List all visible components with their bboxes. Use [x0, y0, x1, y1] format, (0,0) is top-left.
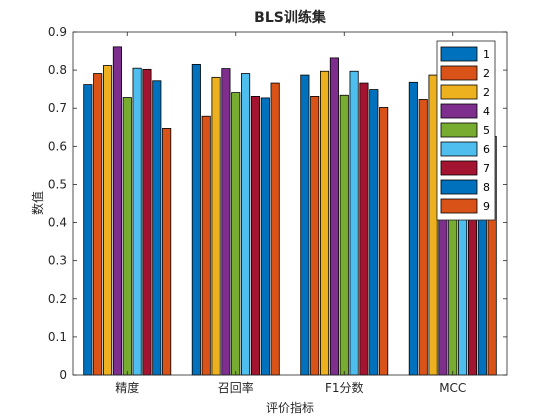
bar-series-8-1 [152, 80, 162, 376]
legend-label: 1 [483, 48, 490, 61]
bar-series-3-4 [428, 74, 438, 376]
bar-series-3-2 [211, 76, 221, 376]
legend-label: 2 [483, 67, 490, 80]
legend-swatch [440, 122, 478, 138]
bar-series-9-1 [162, 128, 172, 376]
bar-series-2-3 [310, 96, 320, 376]
legend-swatch [440, 65, 478, 81]
bar-series-7-1 [142, 68, 152, 376]
bar-series-1-4 [408, 81, 418, 376]
bar-series-5-2 [231, 92, 241, 376]
x-tick-label: 召回率 [218, 380, 254, 395]
y-tick-label: 0.6 [48, 139, 67, 153]
bar-series-4-1 [112, 46, 122, 376]
bar-series-5-1 [122, 97, 132, 376]
bar-series-6-2 [241, 73, 251, 376]
bar-series-1-2 [191, 63, 201, 376]
bar-series-7-2 [250, 96, 261, 376]
y-tick-label: 0.7 [48, 101, 67, 115]
legend-swatch [440, 160, 478, 176]
legend-label: 7 [483, 162, 490, 175]
legend-swatch [440, 84, 478, 100]
legend-swatch [440, 46, 478, 62]
legend-swatch [440, 141, 478, 157]
bar-series-7-3 [359, 82, 369, 376]
y-tick-label: 0.8 [48, 63, 67, 77]
bar-series-1-3 [300, 74, 310, 376]
y-axis-label: 数值 [30, 191, 45, 215]
axes-box [72, 31, 508, 376]
bar-series-2-2 [201, 115, 211, 376]
y-tick-label: 0.9 [48, 25, 67, 39]
bar-series-9-3 [379, 107, 389, 376]
y-tick-label: 0.4 [48, 216, 67, 230]
bar-series-3-1 [103, 65, 113, 376]
x-tick-label: MCC [439, 381, 466, 395]
axes-group: 0 0.1 0.2 0.3 0.4 0.5 0.6 0.7 0.8 0.9 精度 召回率 F1分数 MCC [48, 25, 508, 395]
bar-series-5-3 [339, 94, 349, 376]
x-axis-label: 评价指标 [266, 400, 314, 415]
bar-series-2-4 [418, 99, 428, 376]
legend-label: 8 [483, 181, 490, 194]
bar-series-6-1 [132, 67, 142, 376]
y-tick-label: 0.2 [48, 292, 67, 306]
legend-label: 6 [483, 143, 490, 156]
bar-series-8-3 [369, 89, 379, 376]
bars-group [83, 46, 497, 376]
x-tick-label: F1分数 [325, 380, 364, 395]
legend-swatch [440, 179, 478, 195]
legend-swatch [440, 103, 478, 119]
y-tick-label: 0 [59, 368, 67, 382]
legend: 1 2 2 4 5 6 7 8 9 [436, 40, 496, 221]
bar-series-4-2 [221, 68, 231, 376]
bar-series-2-1 [93, 73, 103, 376]
bar-series-4-3 [329, 57, 339, 376]
bar-series-9-2 [270, 82, 280, 376]
y-tick-label: 0.1 [48, 330, 67, 344]
bar-series-3-3 [319, 70, 330, 376]
legend-label: 2 [483, 86, 490, 99]
legend-swatch [440, 198, 478, 214]
legend-label: 5 [483, 124, 490, 137]
legend-label: 4 [483, 105, 490, 118]
x-tick-label: 精度 [115, 380, 139, 395]
y-tick-label: 0.3 [48, 254, 67, 268]
bar-series-1-1 [83, 84, 93, 376]
y-tick-label: 0.5 [48, 177, 67, 191]
legend-label: 9 [483, 200, 490, 213]
bar-series-8-2 [260, 97, 270, 376]
bar-series-6-3 [349, 70, 359, 376]
chart-title: BLS训练集 [254, 9, 327, 26]
